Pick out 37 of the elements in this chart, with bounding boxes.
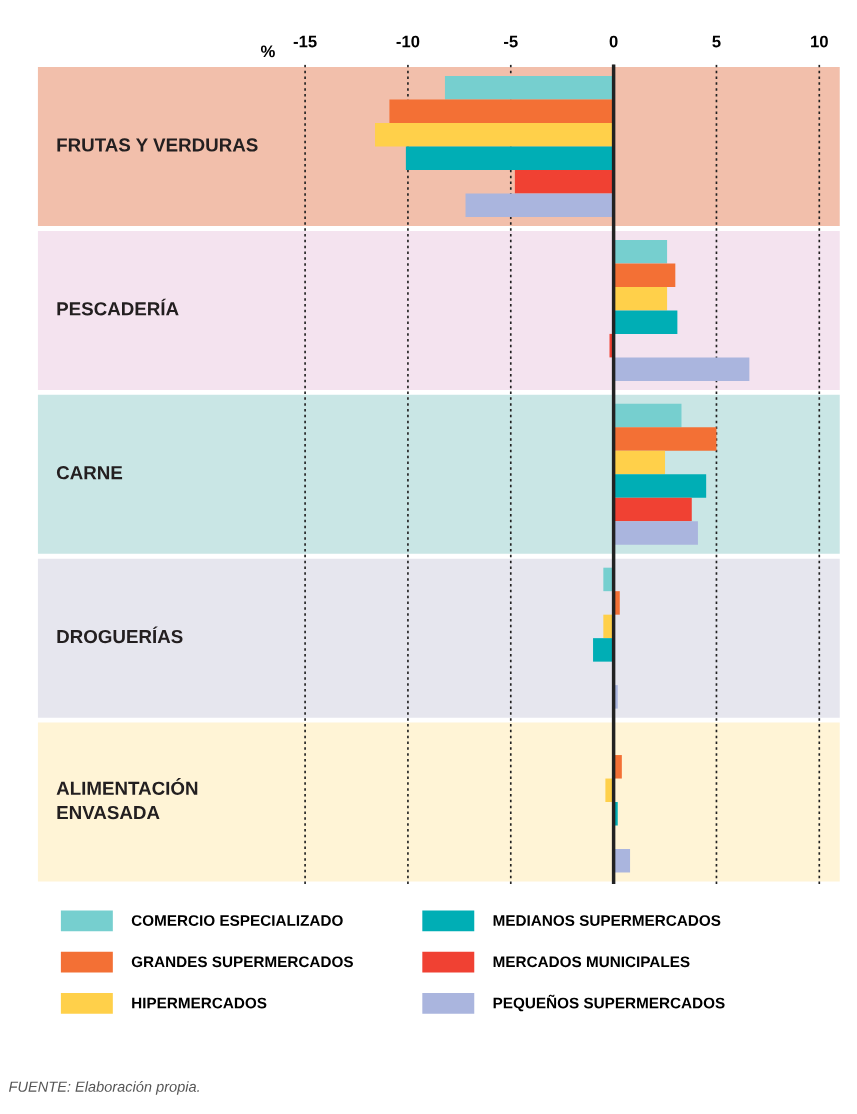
source-note: FUENTE: Elaboración propia. (9, 1080, 199, 1095)
bar (389, 99, 614, 124)
bar (444, 76, 614, 100)
bar (514, 170, 614, 194)
bar (613, 310, 678, 334)
y-tick-label: DROGUERÍAS (57, 626, 183, 644)
legend-label: PEQUEÑOS SUPERMERCADOS (493, 994, 725, 1012)
legend-label: HIPERMERCADOS (132, 997, 267, 1009)
bar (593, 638, 614, 662)
y-tick-label: PESCADERÍA (57, 298, 179, 316)
bar (613, 263, 676, 287)
x-axis-title: % (260, 45, 275, 58)
y-tick-label: ALIMENTACIÓN ENVASADA (56, 778, 198, 820)
bar (465, 193, 614, 218)
legend-label: MERCADOS MUNICIPALES (493, 956, 690, 968)
bar (613, 521, 698, 545)
x-tick-label: 10 (811, 35, 828, 48)
legend-label: COMERCIO ESPECIALIZADO (131, 915, 343, 926)
x-tick-label: -5 (504, 35, 518, 48)
y-tick-label: FRUTAS Y VERDURAS (57, 138, 258, 152)
x-tick-label: -15 (293, 35, 317, 48)
x-tick-label: 5 (712, 35, 721, 48)
bar (613, 403, 682, 428)
legend-label: MEDIANOS SUPERMERCADOS (493, 915, 721, 926)
x-tick-label: -10 (396, 35, 420, 48)
bar (405, 146, 614, 171)
bar (613, 427, 717, 451)
bar (613, 474, 707, 498)
legend-label: GRANDES SUPERMERCADOS (131, 956, 353, 968)
bar (613, 357, 750, 381)
bar (613, 286, 668, 311)
bar (613, 450, 666, 475)
x-tick-label: 0 (609, 35, 618, 48)
bar (613, 497, 692, 522)
bar (613, 239, 668, 264)
bar (375, 123, 614, 147)
y-tick-label: CARNE (56, 466, 123, 480)
